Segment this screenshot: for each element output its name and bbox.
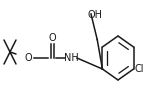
Text: Cl: Cl bbox=[135, 64, 144, 74]
Text: OH: OH bbox=[88, 10, 103, 20]
Text: O: O bbox=[48, 33, 56, 43]
Text: NH: NH bbox=[64, 53, 78, 63]
Text: O: O bbox=[24, 53, 32, 63]
